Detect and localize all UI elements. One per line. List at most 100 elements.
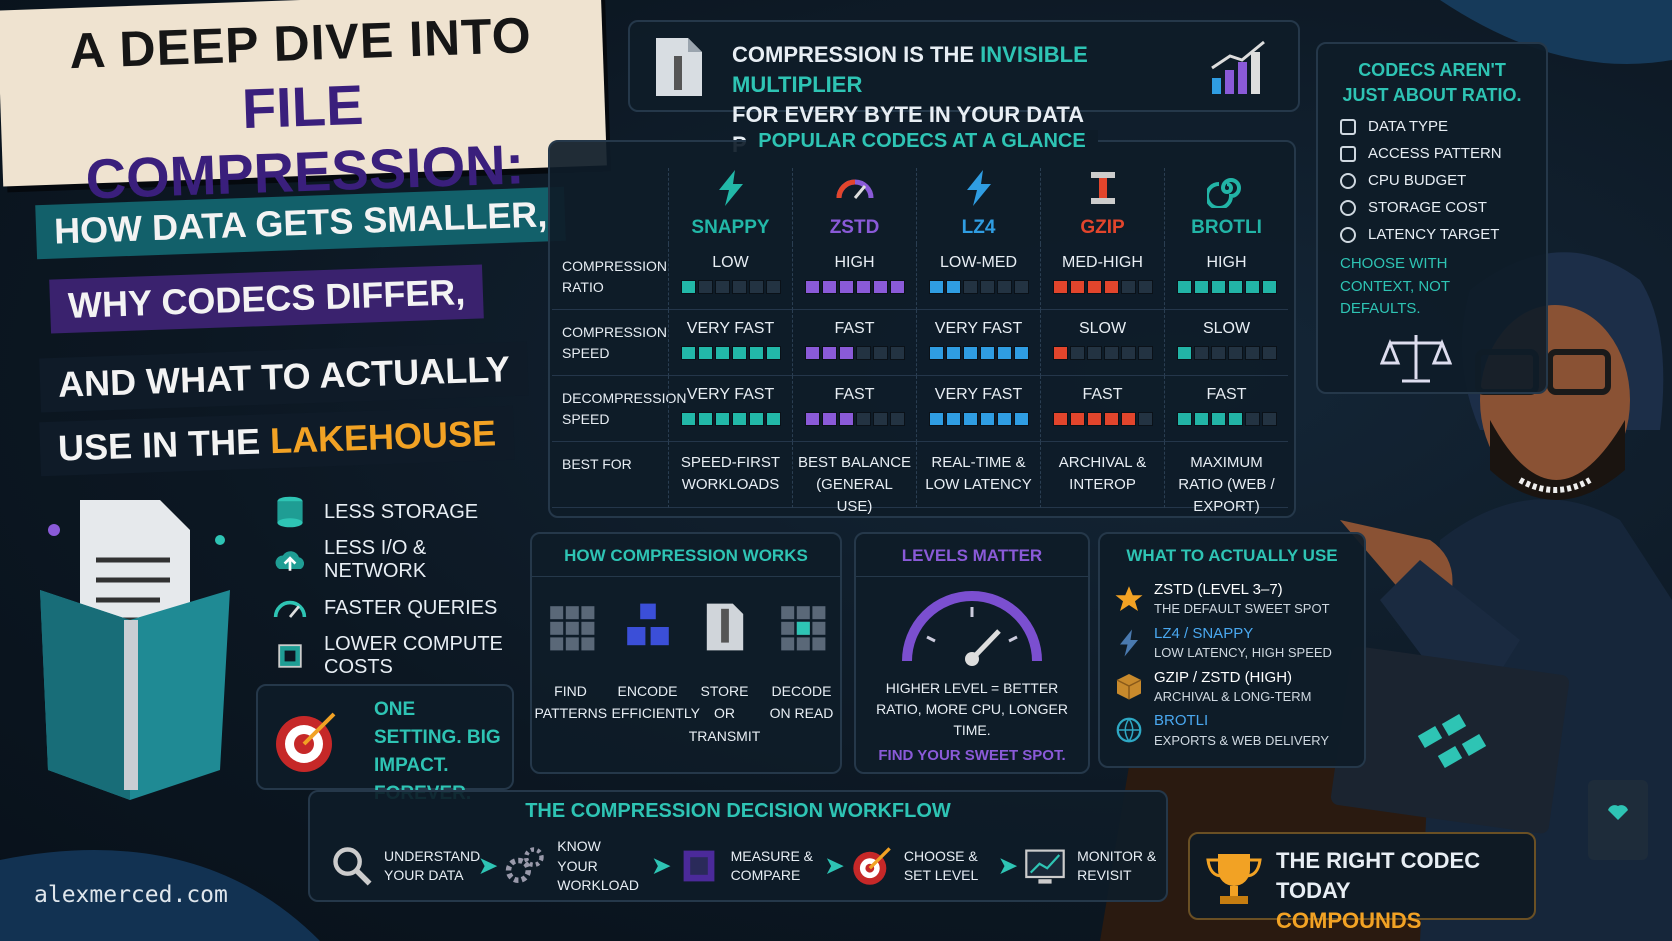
- corner-cell: [552, 168, 668, 244]
- workflow-steps: UNDERSTAND YOUR DATA ➤ KNOW YOUR WORKLOAD ➤…: [330, 837, 1166, 896]
- rating-segment: [962, 280, 978, 294]
- cell-text: FAST: [1206, 386, 1247, 403]
- cell-text: VERY FAST: [686, 320, 775, 337]
- item-icon: [1340, 199, 1356, 216]
- target-icon: [276, 712, 336, 772]
- benefit-item: LESS I/O & NETWORK: [272, 536, 532, 584]
- rating-segment: [1137, 412, 1153, 426]
- benefits-list: LESS STORAGE LESS I/O & NETWORK FASTER QUE…: [272, 488, 532, 680]
- codec-cell: SPEED-FIRST WORKLOADS: [668, 442, 792, 508]
- rating-bar: [797, 412, 912, 426]
- workflow-text: UNDERSTAND YOUR DATA: [384, 847, 481, 884]
- rating-segment: [1137, 346, 1153, 360]
- rating-segment: [765, 346, 781, 360]
- benefit-icon: [272, 590, 308, 626]
- benefit-item: LESS STORAGE: [272, 488, 532, 536]
- rating-segment: [748, 412, 764, 426]
- sidebar-title: CODECS AREN'T JUST ABOUT RATIO.: [1342, 60, 1522, 106]
- rating-segment: [872, 346, 888, 360]
- rating-segment: [996, 412, 1012, 426]
- use-icon: [1116, 674, 1142, 700]
- how-icon: [780, 606, 825, 651]
- use-list: ZSTD (LEVEL 3–7) THE DEFAULT SWEET SPOT LZ…: [1114, 580, 1350, 749]
- use-icon: [1114, 628, 1144, 658]
- rating-segment: [1086, 280, 1102, 294]
- rating-bar: [797, 346, 912, 360]
- rating-segment: [855, 280, 871, 294]
- rating-segment: [1086, 412, 1102, 426]
- codec-cell: VERY FAST: [668, 376, 792, 442]
- rating-segment: [1261, 412, 1277, 426]
- workflow-step: UNDERSTAND YOUR DATA: [330, 844, 481, 888]
- cell-text: SPEED-FIRST WORKLOADS: [680, 454, 781, 493]
- cell-text: LOW-MED: [939, 254, 1018, 271]
- workflow-icon: [330, 844, 374, 888]
- banner-text: COMPRESSION IS THE: [732, 42, 975, 67]
- how-step: FIND PATTERNS: [535, 597, 607, 747]
- rating-bar: [673, 346, 788, 360]
- rating-bar: [1045, 346, 1160, 360]
- rating-segment: [962, 346, 978, 360]
- workflow-step: CHOOSE & SET LEVEL: [850, 844, 993, 888]
- flow-arrow: ➤: [998, 853, 1018, 879]
- codec-cell: VERY FAST: [668, 310, 792, 376]
- rating-segment: [1244, 346, 1260, 360]
- use-text: BROTLI EXPORTS & WEB DELIVERY: [1154, 711, 1329, 749]
- how-icon: [689, 597, 761, 662]
- codec-cell: FAST: [792, 376, 916, 442]
- codec-header: LZ4: [916, 168, 1040, 244]
- rating-segment: [1069, 280, 1085, 294]
- rating-segment: [1227, 346, 1243, 360]
- cell-text: LOW: [712, 254, 749, 271]
- use-item: ZSTD (LEVEL 3–7) THE DEFAULT SWEET SPOT: [1114, 580, 1350, 618]
- trophy-icon: [1206, 854, 1262, 904]
- codec-icon: [718, 170, 743, 206]
- codec-icon: [1041, 168, 1164, 213]
- title-card: A DEEP DIVE INTO FILE COMPRESSION:: [0, 0, 607, 211]
- codec-icon: [669, 168, 792, 213]
- workflow-text: KNOW YOUR WORKLOAD: [557, 838, 639, 894]
- how-text: FIND PATTERNS: [534, 683, 608, 722]
- rating-segment: [1210, 280, 1226, 294]
- rating-segment: [1052, 280, 1068, 294]
- benefit-item: FASTER QUERIES: [272, 584, 532, 632]
- codec-cell: LOW: [668, 244, 792, 310]
- rating-segment: [1244, 280, 1260, 294]
- scales-icon: [1379, 334, 1453, 383]
- how-icon: [766, 597, 838, 662]
- use-item: BROTLI EXPORTS & WEB DELIVERY: [1114, 711, 1350, 749]
- codec-name: ZSTD: [829, 217, 880, 238]
- codec-cell: BEST BALANCE (GENERAL USE): [792, 442, 916, 515]
- codec-header: GZIP: [1040, 168, 1164, 244]
- section-title: WHAT TO ACTUALLY USE: [1126, 546, 1338, 565]
- section-title: THE COMPRESSION DECISION WORKFLOW: [525, 800, 951, 822]
- rating-segment: [928, 412, 944, 426]
- folder-illustration: [40, 500, 230, 800]
- rating-bar: [1169, 280, 1284, 294]
- sidebar: CODECS AREN'T JUST ABOUT RATIO. DATA TYP…: [1316, 42, 1548, 394]
- use-icon: [1114, 671, 1144, 701]
- codec-icon: [793, 168, 916, 213]
- rating-segment: [838, 280, 854, 294]
- codec-cell: MED-HIGH: [1040, 244, 1164, 310]
- rating-segment: [979, 412, 995, 426]
- workflow-icon: [503, 844, 547, 888]
- codec-icon: [917, 168, 1040, 213]
- benefit-text: FASTER QUERIES: [324, 596, 498, 619]
- item-icon: [1340, 118, 1356, 135]
- sidebar-item: ACCESS PATTERN: [1340, 145, 1524, 162]
- rating-segment: [1120, 346, 1136, 360]
- how-icon: [706, 603, 743, 651]
- codec-cell: LOW-MED: [916, 244, 1040, 310]
- codec-name: SNAPPY: [691, 217, 770, 238]
- rating-bar: [1169, 412, 1284, 426]
- use-icon: [1115, 586, 1143, 611]
- codec-cell: MAXIMUM RATIO (WEB / EXPORT): [1164, 442, 1288, 515]
- rating-bar: [1045, 280, 1160, 294]
- rating-segment: [945, 280, 961, 294]
- codec-cell: FAST: [792, 310, 916, 376]
- codec-name: LZ4: [961, 217, 996, 238]
- rating-segment: [996, 280, 1012, 294]
- codec-cell: REAL-TIME & LOW LATENCY: [916, 442, 1040, 508]
- benefit-icon: [277, 496, 303, 528]
